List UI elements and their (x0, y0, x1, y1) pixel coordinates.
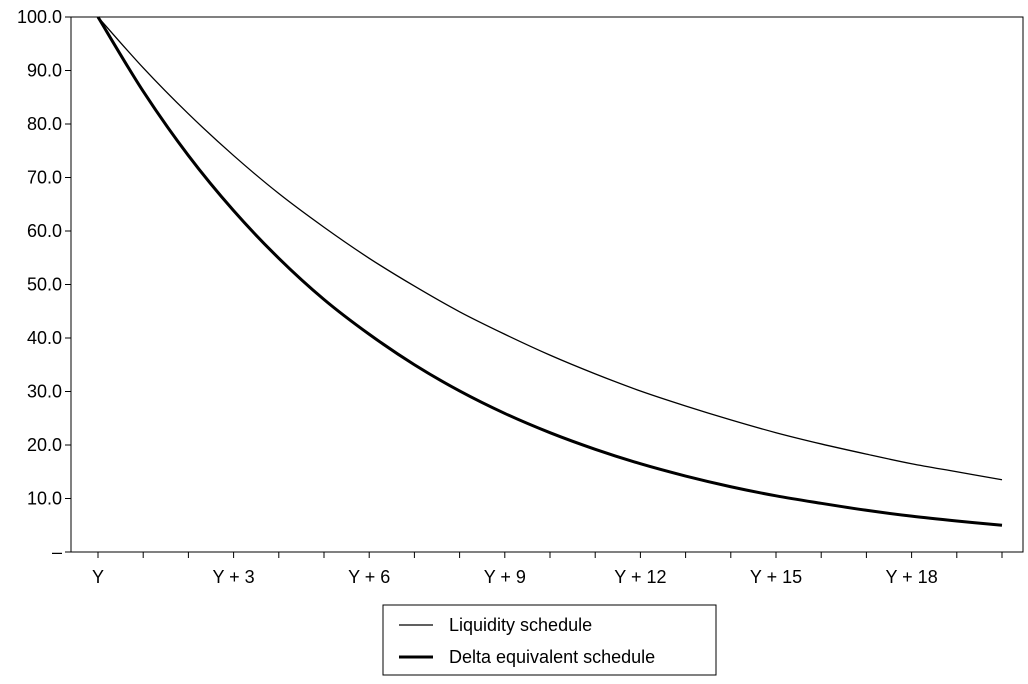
y-tick-label: – (52, 542, 62, 562)
plot-border (70, 16, 1024, 553)
x-tick-label: Y (92, 567, 104, 587)
legend: Liquidity schedule Delta equivalent sche… (382, 604, 717, 676)
y-tick-label: 90.0 (27, 61, 62, 81)
x-tick-label: Y + 18 (885, 567, 937, 587)
y-tick-label: 40.0 (27, 328, 62, 348)
x-axis: Y Y + 3 Y + 6 Y + 9 Y + 12 Y + 15 Y + 18 (92, 552, 1003, 587)
plot-frame (70, 16, 1024, 553)
x-tick-label: Y + 3 (212, 567, 254, 587)
legend-box (382, 604, 717, 676)
y-tick-label: 10.0 (27, 489, 62, 509)
x-tick-label: Y + 6 (348, 567, 390, 587)
y-tick-label: 100.0 (17, 7, 62, 27)
legend-label-delta-equivalent: Delta equivalent schedule (449, 647, 655, 667)
y-tick-label: 60.0 (27, 221, 62, 241)
y-tick-label: 20.0 (27, 435, 62, 455)
series-layer (96, 16, 1003, 527)
x-tick-label: Y + 12 (614, 567, 666, 587)
legend-label-liquidity: Liquidity schedule (449, 615, 592, 635)
y-tick-label: 50.0 (27, 275, 62, 295)
x-tick-label: Y + 9 (484, 567, 526, 587)
y-tick-label: 70.0 (27, 168, 62, 188)
y-tick-label: 30.0 (27, 382, 62, 402)
x-tick-label: Y + 15 (750, 567, 802, 587)
series-line-liquidity (97, 16, 1003, 481)
series-line-delta-equivalent (96, 16, 1003, 527)
y-tick-label: 80.0 (27, 114, 62, 134)
y-axis: – 10.0 20.0 30.0 40.0 50.0 60.0 70.0 80.0 90.0 100… (17, 7, 71, 562)
